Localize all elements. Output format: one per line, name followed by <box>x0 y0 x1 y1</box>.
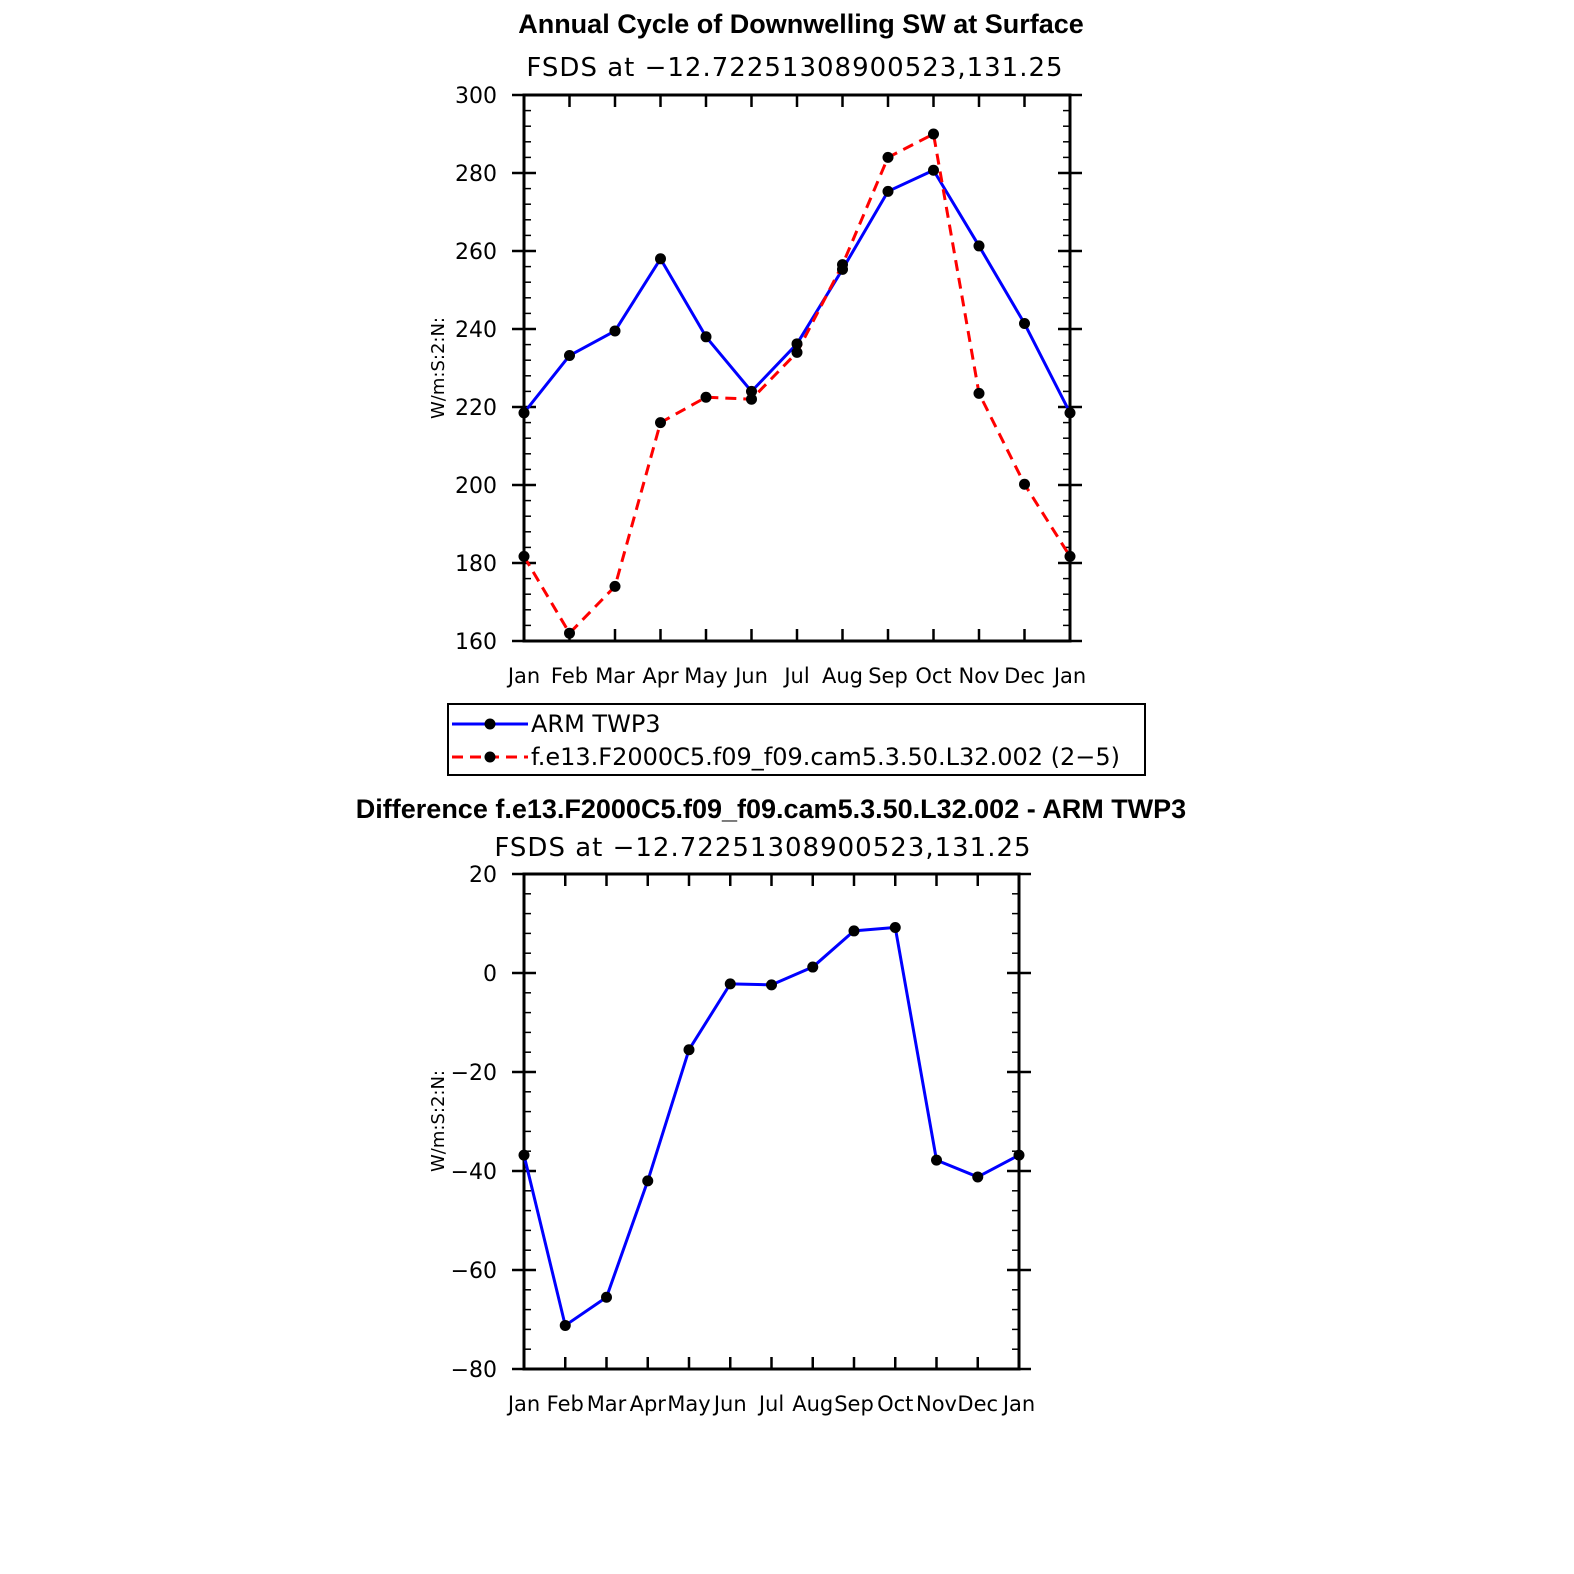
y-tick-label: 300 <box>455 84 497 109</box>
x-tick-label: Oct <box>915 664 951 688</box>
data-point <box>559 1319 571 1331</box>
x-tick-label: Sep <box>868 664 908 688</box>
data-point <box>972 1171 984 1183</box>
data-point <box>1019 318 1030 330</box>
y-tick-label: 240 <box>455 318 497 343</box>
x-tick-label: Jun <box>733 664 768 688</box>
data-point <box>700 391 712 403</box>
plot-frame <box>522 872 1021 1371</box>
data-point <box>1064 550 1076 562</box>
series-line <box>522 168 1072 414</box>
annual-cycle-chart: Annual Cycle of Downwelling SW at Surfac… <box>428 9 1086 688</box>
plot-frame <box>522 93 1072 643</box>
data-point <box>791 346 803 358</box>
y-tick-label: 200 <box>455 474 497 499</box>
y-tick-label: −40 <box>451 1160 497 1185</box>
legend-marker-arm-twp3 <box>484 718 496 730</box>
data-point <box>931 1154 942 1166</box>
data-point <box>724 978 736 990</box>
x-tick-label: Apr <box>630 1392 667 1416</box>
data-point <box>655 417 666 429</box>
x-tick-label: Feb <box>547 1392 584 1416</box>
x-tick-label: Jan <box>506 1392 540 1416</box>
plot-area: Jan Feb Mar Apr May Jun Jul Aug Sep Oct Nov Dec Jan 1… <box>455 84 1086 688</box>
x-tick-label: May <box>684 664 727 688</box>
legend-label-arm-twp3: ARM TWP3 <box>531 710 661 738</box>
data-point <box>564 627 575 639</box>
data-point <box>973 387 985 399</box>
data-point <box>882 185 894 197</box>
data-point <box>837 259 848 271</box>
y-tick-label: 20 <box>469 863 497 888</box>
data-point <box>518 407 530 419</box>
x-tick-label: Mar <box>595 664 635 688</box>
y-tick-label: 160 <box>455 630 497 655</box>
y-tick-label: 220 <box>455 396 497 421</box>
plot-area: Jan Feb Mar Apr May Jun Jul Aug Sep Oct Nov Dec Jan−… <box>451 863 1036 1416</box>
x-tick-label: Dec <box>957 1392 998 1416</box>
x-tick-label: Jan <box>506 664 540 688</box>
data-point <box>642 1175 654 1187</box>
x-tick-label: Jan <box>1052 664 1086 688</box>
chart-title: Difference f.e13.F2000C5.f09_f09.cam5.3.… <box>356 794 1186 824</box>
data-point <box>807 961 819 973</box>
chart-subtitle: FSDS at −12.72251308900523,131.25 <box>494 833 1031 863</box>
x-tick-label: Oct <box>877 1392 913 1416</box>
x-tick-label: May <box>667 1392 710 1416</box>
chart-title: Annual Cycle of Downwelling SW at Surfac… <box>518 9 1084 39</box>
data-point <box>848 925 860 937</box>
x-tick-label: Jul <box>782 664 809 688</box>
x-tick-label: Jan <box>1001 1392 1035 1416</box>
data-point <box>683 1044 695 1056</box>
x-tick-label: Nov <box>959 664 1000 688</box>
chart-subtitle: FSDS at −12.72251308900523,131.25 <box>526 53 1063 83</box>
y-axis-label: W/m:S:2:N: <box>428 317 449 419</box>
y-tick-label: −20 <box>451 1061 497 1086</box>
data-point <box>601 1291 612 1303</box>
y-tick-label: −60 <box>451 1259 497 1284</box>
x-tick-label: Nov <box>916 1392 957 1416</box>
x-tick-label: Apr <box>642 664 679 688</box>
y-tick-label: 260 <box>455 240 497 265</box>
data-point <box>746 385 757 397</box>
data-point <box>746 393 757 405</box>
data-point <box>564 350 575 362</box>
data-point <box>518 550 530 562</box>
y-tick-label: −80 <box>451 1358 497 1383</box>
data-point <box>928 164 939 176</box>
x-tick-label: Dec <box>1004 664 1045 688</box>
x-tick-label: Aug <box>792 1392 833 1416</box>
data-point <box>609 580 621 592</box>
data-point <box>1019 478 1030 490</box>
data-point <box>518 1149 530 1161</box>
y-tick-label: 280 <box>455 162 497 187</box>
data-point <box>700 331 712 343</box>
legend: ARM TWP3 f.e13.F2000C5.f09_f09.cam5.3.50… <box>447 703 1146 776</box>
y-tick-label: 0 <box>483 962 497 987</box>
data-point <box>1013 1149 1025 1161</box>
data-point <box>609 325 621 337</box>
data-point <box>889 921 901 933</box>
series-line <box>522 132 1072 635</box>
data-point <box>1064 407 1076 419</box>
y-tick-label: 180 <box>455 552 497 577</box>
data-point <box>882 151 894 163</box>
y-axis-label: W/m:S:2:N: <box>428 1070 449 1172</box>
x-tick-label: Sep <box>834 1392 874 1416</box>
x-tick-label: Jul <box>757 1392 784 1416</box>
legend-label-model: f.e13.F2000C5.f09_f09.cam5.3.50.L32.002 … <box>531 743 1120 771</box>
data-point <box>928 128 939 140</box>
x-tick-label: Aug <box>822 664 863 688</box>
x-tick-label: Mar <box>587 1392 627 1416</box>
legend-marker-model <box>484 751 496 763</box>
data-point <box>655 253 666 265</box>
data-point <box>766 979 777 991</box>
legend-box <box>447 703 1146 776</box>
data-point <box>973 240 985 252</box>
x-tick-label: Jun <box>712 1392 747 1416</box>
data-point <box>791 338 803 350</box>
difference-chart: Difference f.e13.F2000C5.f09_f09.cam5.3.… <box>356 794 1186 1416</box>
x-tick-label: Feb <box>551 664 588 688</box>
